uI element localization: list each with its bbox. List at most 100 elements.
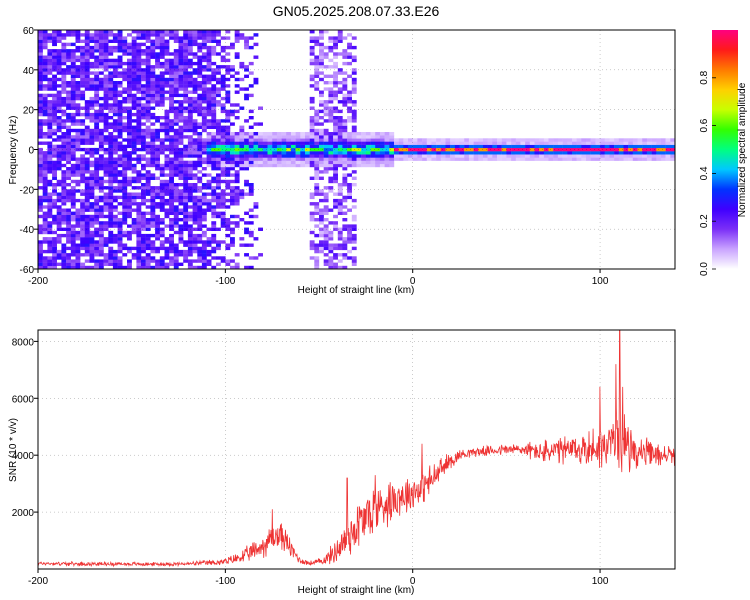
- heatmap-cell: [483, 151, 488, 155]
- heatmap-cell: [145, 186, 151, 190]
- heatmap-cell: [103, 100, 109, 104]
- heatmap-cell: [108, 116, 114, 120]
- heatmap-cell: [328, 36, 334, 40]
- heatmap-cell: [267, 151, 273, 155]
- heatmap-cell: [84, 135, 90, 139]
- heatmap-cell: [94, 227, 100, 231]
- heatmap-cell: [155, 58, 160, 63]
- heatmap-cell: [267, 154, 273, 158]
- heatmap-cell: [216, 65, 221, 69]
- heatmap-cell: [38, 55, 43, 59]
- heatmap-cell: [248, 141, 254, 145]
- heatmap-cell: [84, 65, 90, 69]
- heatmap-cell: [112, 160, 118, 165]
- heatmap-cell: [394, 138, 399, 142]
- heatmap-cell: [295, 160, 301, 165]
- heatmap-cell: [300, 151, 306, 155]
- heatmap-cell: [206, 157, 212, 161]
- heatmap-cell: [66, 224, 71, 228]
- heatmap-cell: [52, 170, 57, 174]
- heatmap-cell: [178, 106, 184, 110]
- y-tick-label: 0: [28, 146, 34, 157]
- heatmap-cell: [637, 138, 643, 142]
- heatmap-cell: [197, 33, 203, 37]
- heatmap-cell: [169, 122, 174, 126]
- heatmap-cell: [333, 246, 338, 251]
- heatmap-cell: [122, 221, 128, 225]
- heatmap-cell: [244, 211, 249, 215]
- heatmap-cell: [61, 58, 67, 63]
- heatmap-cell: [244, 265, 249, 270]
- heatmap-cell: [136, 103, 142, 107]
- heatmap-cell: [75, 157, 81, 161]
- heatmap-cell: [80, 65, 86, 69]
- heatmap-cell: [319, 192, 324, 196]
- heatmap-cell: [314, 61, 320, 66]
- heatmap-cell: [328, 246, 334, 251]
- heatmap-cell: [225, 45, 231, 50]
- heatmap-cell: [89, 170, 95, 174]
- heatmap-cell: [534, 151, 540, 155]
- heatmap-cell: [497, 151, 502, 155]
- heatmap-cell: [89, 112, 95, 117]
- heatmap-cell: [84, 30, 90, 34]
- heatmap-cell: [117, 125, 123, 129]
- heatmap-cell: [211, 151, 217, 155]
- heatmap-cell: [239, 151, 245, 155]
- heatmap-cell: [216, 173, 221, 177]
- heatmap-cell: [319, 214, 324, 219]
- heatmap-cell: [347, 116, 352, 120]
- heatmap-cell: [248, 186, 254, 190]
- heatmap-cell: [42, 240, 48, 244]
- heatmap-cell: [141, 135, 146, 139]
- heatmap-cell: [244, 87, 249, 91]
- heatmap-cell: [75, 103, 81, 107]
- heatmap-cell: [136, 202, 142, 206]
- heatmap-cell: [314, 262, 320, 266]
- heatmap-cell: [234, 157, 240, 161]
- heatmap-cell: [220, 240, 226, 244]
- heatmap-cell: [220, 119, 226, 123]
- heatmap-cell: [84, 192, 90, 196]
- heatmap-cell: [70, 42, 76, 47]
- heatmap-cell: [183, 214, 189, 219]
- heatmap-cell: [145, 151, 151, 155]
- heatmap-cell: [112, 122, 118, 126]
- heatmap-cell: [141, 265, 146, 270]
- heatmap-cell: [42, 122, 48, 126]
- heatmap-cell: [112, 144, 118, 149]
- heatmap-cell: [216, 154, 221, 158]
- heatmap-cell: [61, 138, 67, 142]
- heatmap-cell: [445, 147, 451, 152]
- heatmap-cell: [150, 42, 156, 47]
- heatmap-cell: [290, 138, 296, 142]
- heatmap-cell: [131, 74, 137, 78]
- heatmap-cell: [319, 100, 324, 104]
- heatmap-cell: [623, 147, 629, 152]
- heatmap-cell: [220, 103, 226, 107]
- heatmap-cell: [108, 253, 114, 257]
- heatmap-cell: [103, 112, 109, 117]
- heatmap-cell: [323, 100, 329, 104]
- heatmap-cell: [323, 195, 329, 200]
- heatmap-cell: [112, 36, 118, 40]
- heatmap-cell: [70, 262, 76, 266]
- heatmap-cell: [75, 87, 81, 91]
- heatmap-cell: [145, 253, 151, 257]
- heatmap-cell: [534, 138, 540, 142]
- heatmap-cell: [216, 151, 221, 155]
- heatmap-cell: [183, 179, 189, 184]
- heatmap-cell: [150, 157, 156, 161]
- heatmap-cell: [136, 179, 142, 184]
- heatmap-cell: [145, 116, 151, 120]
- heatmap-cell: [127, 259, 132, 263]
- heatmap-cell: [89, 173, 95, 177]
- heatmap-cell: [136, 84, 142, 88]
- heatmap-cell: [75, 256, 81, 260]
- heatmap-cell: [394, 141, 399, 145]
- heatmap-cell: [351, 36, 357, 40]
- heatmap-cell: [201, 249, 207, 254]
- heatmap-cell: [173, 39, 179, 43]
- heatmap-cell: [590, 141, 596, 145]
- heatmap-cell: [333, 157, 338, 161]
